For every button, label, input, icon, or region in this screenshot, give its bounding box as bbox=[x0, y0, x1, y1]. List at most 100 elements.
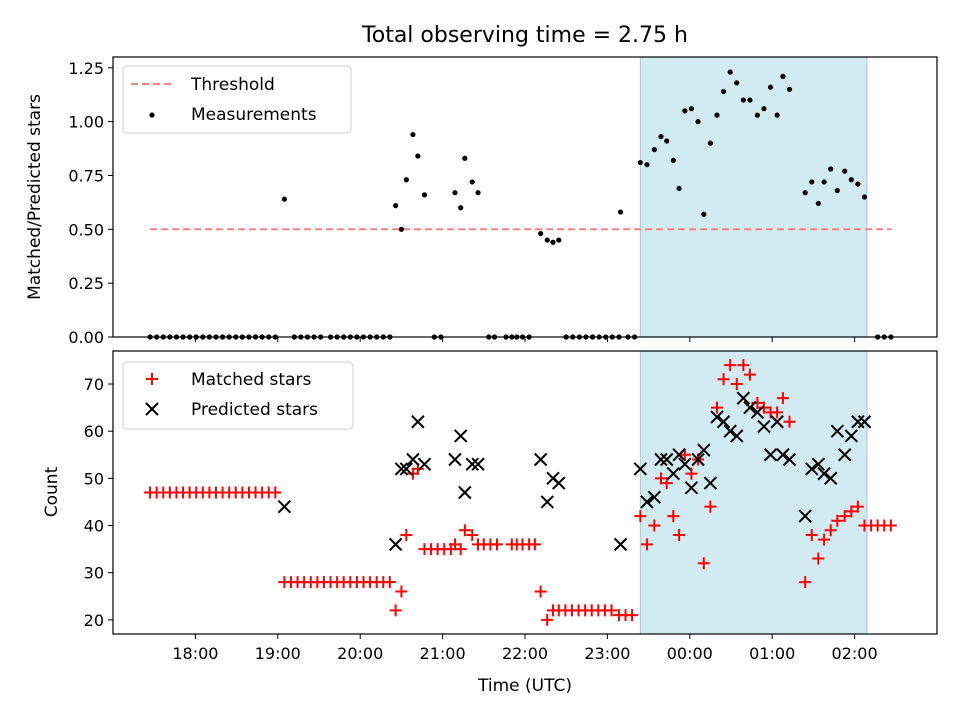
predicted-star-point bbox=[776, 448, 790, 462]
measurement-point bbox=[761, 106, 767, 112]
y-tick-label: 0.00 bbox=[68, 328, 104, 347]
matched-star-point bbox=[737, 359, 750, 372]
measurement-point bbox=[701, 211, 707, 217]
measurement-point bbox=[550, 239, 556, 245]
measurement-point bbox=[469, 179, 475, 185]
y-tick-label: 70 bbox=[84, 375, 104, 394]
predicted-star-point bbox=[691, 452, 705, 467]
predicted-star-point bbox=[533, 452, 548, 467]
measurement-point bbox=[658, 134, 664, 140]
top-axes-frame bbox=[112, 56, 938, 338]
matched-star-point bbox=[845, 505, 858, 518]
measurement-point bbox=[780, 73, 786, 79]
predicted-star-point bbox=[770, 415, 784, 429]
legend-predicted-label: Predicted stars bbox=[191, 400, 318, 420]
shaded-window bbox=[639, 350, 868, 635]
count-panel: 20 30 40 50 60 70 18:00 19:00 20:00 21:00 22:00 23… bbox=[42, 350, 938, 696]
chart-title: Total observing time = 2.75 h bbox=[361, 23, 688, 48]
matched-star-point bbox=[534, 585, 547, 598]
matched-star-point bbox=[634, 510, 647, 523]
matched-star-point bbox=[541, 613, 554, 626]
predicted-star-point bbox=[830, 424, 845, 438]
y-tick-label: 0.25 bbox=[68, 274, 104, 293]
predicted-star-point bbox=[710, 410, 724, 424]
matched-star-point bbox=[851, 500, 864, 513]
x-tick-label: 00:00 bbox=[667, 644, 713, 663]
measurement-point bbox=[707, 140, 714, 146]
matched-star-point bbox=[838, 510, 851, 523]
matched-star-point bbox=[269, 486, 282, 499]
predicted-star-point bbox=[857, 415, 872, 429]
measurement-point bbox=[774, 112, 780, 118]
matched-star-point bbox=[724, 359, 737, 372]
bottom-legend: Matched stars Predicted stars bbox=[122, 361, 354, 430]
legend-threshold-label: Threshold bbox=[190, 75, 275, 95]
matched-star-point bbox=[805, 528, 818, 541]
predicted-star-point bbox=[388, 537, 403, 552]
measurement-point bbox=[682, 108, 688, 114]
matched-star-point bbox=[528, 538, 541, 551]
predicted-star-point bbox=[277, 499, 292, 514]
predicted-star-point bbox=[647, 490, 662, 504]
measurement-point bbox=[458, 205, 464, 211]
measurement-point bbox=[393, 203, 399, 209]
measurement-point bbox=[421, 192, 428, 198]
matched-star-point bbox=[458, 524, 471, 537]
measurement-point bbox=[855, 181, 861, 187]
predicted-star-point bbox=[697, 443, 711, 457]
measurement-point bbox=[651, 147, 657, 153]
measurement-point bbox=[786, 86, 793, 92]
predicted-star-point bbox=[666, 466, 681, 481]
top-y-axis-label: Matched/Predicted stars bbox=[25, 94, 45, 300]
top-legend: Threshold Measurements bbox=[122, 65, 352, 134]
x-axis-label: Time (UTC) bbox=[477, 676, 572, 696]
measurement-point bbox=[727, 69, 733, 75]
matched-star-point bbox=[667, 510, 680, 523]
predicted-star-point bbox=[465, 457, 479, 471]
ratio-panel: Total observing time = 2.75 h 0.00 0.25 0.… bbox=[25, 23, 938, 347]
measurement-point bbox=[834, 187, 840, 194]
measurement-point bbox=[747, 97, 753, 103]
measurement-point bbox=[544, 237, 550, 243]
predicted-star-point bbox=[471, 457, 485, 471]
measurement-point bbox=[714, 112, 720, 118]
predicted-star-point bbox=[660, 452, 674, 467]
measurement-point bbox=[462, 155, 468, 161]
measurement-point bbox=[617, 209, 624, 215]
matched-star-point bbox=[640, 538, 653, 551]
matched-star-point bbox=[454, 543, 467, 556]
predicted-star-point bbox=[458, 485, 472, 500]
predicted-star-point bbox=[844, 429, 859, 443]
predicted-star-point bbox=[823, 471, 838, 486]
matched-star-point bbox=[466, 528, 479, 541]
matched-star-point bbox=[884, 519, 897, 532]
legend-measurements-label: Measurements bbox=[191, 105, 317, 125]
measurement-point bbox=[452, 190, 458, 196]
matched-star-point bbox=[812, 552, 825, 565]
measurement-point bbox=[821, 179, 827, 185]
matched-star-point bbox=[710, 401, 723, 414]
matched-star-point bbox=[831, 514, 844, 527]
predicted-star-point bbox=[723, 424, 737, 438]
bottom-legend-box bbox=[122, 361, 354, 430]
predicted-star-point bbox=[805, 462, 819, 476]
predicted-star-point bbox=[798, 509, 812, 523]
measurement-point bbox=[695, 119, 701, 125]
measurement-point bbox=[828, 166, 834, 172]
matched-star-point bbox=[395, 585, 408, 598]
predicted-star-point bbox=[411, 415, 425, 429]
predicted-star-point bbox=[678, 457, 692, 471]
predicted-star-point bbox=[730, 429, 744, 443]
matched-star-point bbox=[389, 604, 402, 617]
matched-star-point bbox=[783, 415, 796, 428]
predicted-star-point bbox=[399, 462, 414, 476]
measurement-point bbox=[688, 106, 695, 112]
predicted-star-point bbox=[672, 448, 686, 462]
x-tick-label: 01:00 bbox=[749, 644, 795, 663]
measurement-point bbox=[403, 177, 409, 183]
measurement-point bbox=[815, 200, 821, 207]
measurement-point bbox=[670, 157, 676, 163]
matched-star-point bbox=[697, 557, 710, 570]
y-tick-label: 30 bbox=[84, 564, 104, 583]
matched-star-point bbox=[771, 406, 784, 419]
